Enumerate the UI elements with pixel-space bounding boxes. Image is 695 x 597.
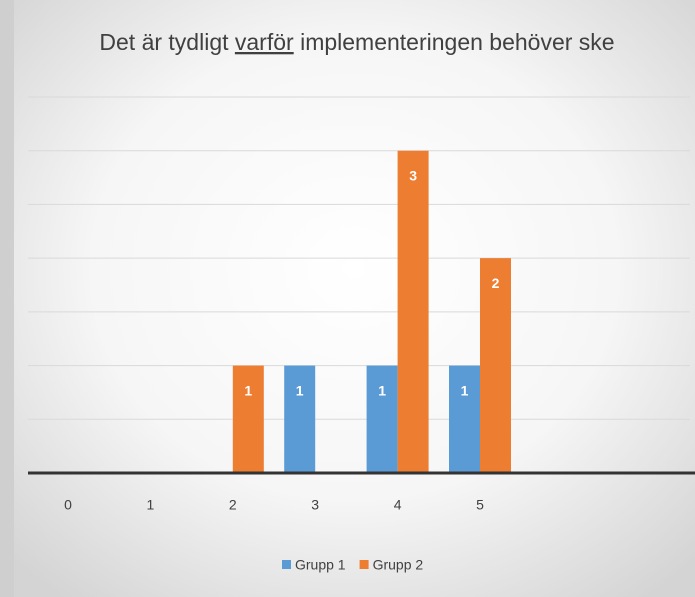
bar — [480, 258, 511, 473]
legend-swatch — [282, 560, 291, 569]
x-tick-label: 5 — [476, 497, 484, 513]
x-tick-label: 2 — [229, 497, 237, 513]
value-label: 2 — [492, 275, 500, 291]
value-label: 1 — [461, 382, 469, 398]
value-label: 1 — [296, 382, 304, 398]
bar — [397, 150, 429, 473]
value-label: 1 — [378, 382, 386, 398]
title-part: implementeringen behöver ske — [294, 29, 615, 55]
x-tick-label: 3 — [311, 497, 319, 513]
bar — [232, 365, 264, 473]
value-label: 1 — [244, 382, 252, 398]
bar — [284, 365, 316, 473]
title-part: varför — [235, 29, 294, 55]
legend-swatch — [359, 560, 369, 569]
value-label: 3 — [409, 167, 417, 183]
x-tick-label: 1 — [147, 497, 155, 513]
bar — [366, 365, 398, 473]
chart-title: Det är tydligt varför implementeringen b… — [99, 29, 614, 55]
x-tick-label: 4 — [394, 497, 402, 513]
legend-label: Grupp 2 — [373, 557, 424, 573]
x-tick-label: 0 — [64, 497, 72, 513]
legend-label: Grupp 1 — [295, 557, 346, 573]
title-part: Det är tydligt — [99, 29, 235, 55]
chart-area — [14, 0, 695, 597]
bar — [449, 365, 480, 473]
